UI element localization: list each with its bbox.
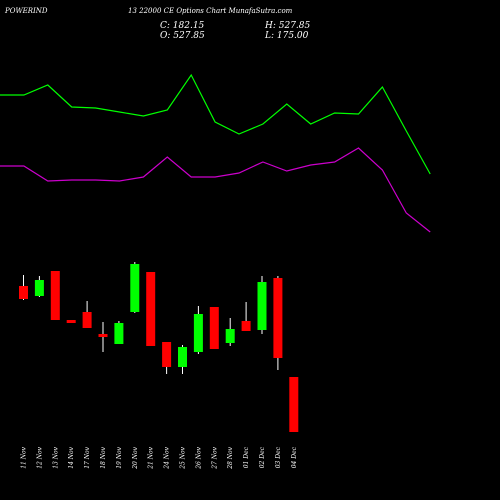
date-label: 18 Nov (100, 446, 107, 468)
candle-bull (34, 280, 44, 296)
date-label: 02 Dec (259, 446, 266, 468)
candle-bear (273, 278, 283, 358)
date-label: 25 Nov (180, 446, 187, 469)
date-label: 04 Dec (291, 446, 298, 468)
date-label: 26 Nov (195, 446, 202, 469)
date-label: 11 Nov (21, 446, 28, 468)
date-label: 21 Nov (148, 446, 155, 469)
date-label: 03 Dec (275, 446, 282, 468)
upper-band-line (0, 73, 431, 175)
candle-bear (241, 321, 251, 331)
close-value: C: 182.15 (160, 21, 205, 31)
date-label: 24 Nov (164, 446, 171, 469)
open-value: O: 527.85 (160, 31, 205, 41)
date-label: 20 Nov (132, 446, 139, 469)
candle-bull (130, 264, 140, 312)
candle-bear (66, 320, 76, 323)
lower-band-line (0, 147, 431, 233)
date-label: 27 Nov (211, 446, 218, 469)
candle-bear (162, 342, 172, 367)
chart-subtitle: 13 22000 CE Options Chart MunafaSutra.co… (128, 7, 293, 15)
candle-bull (114, 323, 124, 344)
candle-bear (289, 377, 299, 432)
candle-bull (178, 347, 187, 367)
candle-bear (82, 312, 92, 328)
date-label: 14 Nov (68, 446, 75, 468)
candle-bear (19, 286, 28, 299)
date-label: 28 Nov (227, 446, 234, 469)
candle-bull (257, 282, 267, 330)
high-value: H: 527.85 (265, 21, 311, 31)
candle-bear (98, 334, 108, 337)
date-label: 19 Nov (116, 446, 123, 468)
candle-bear (50, 271, 60, 320)
low-value: L: 175.00 (265, 31, 309, 41)
chart-symbol: POWERIND (5, 7, 48, 15)
candle-bear (209, 307, 219, 349)
date-label: 12 Nov (36, 446, 43, 468)
date-label: 01 Dec (243, 446, 250, 468)
candle-bear (146, 272, 156, 346)
candle-bull (193, 314, 203, 352)
date-label: 17 Nov (84, 446, 91, 468)
date-label: 13 Nov (52, 446, 59, 468)
candle-bull (225, 329, 235, 343)
